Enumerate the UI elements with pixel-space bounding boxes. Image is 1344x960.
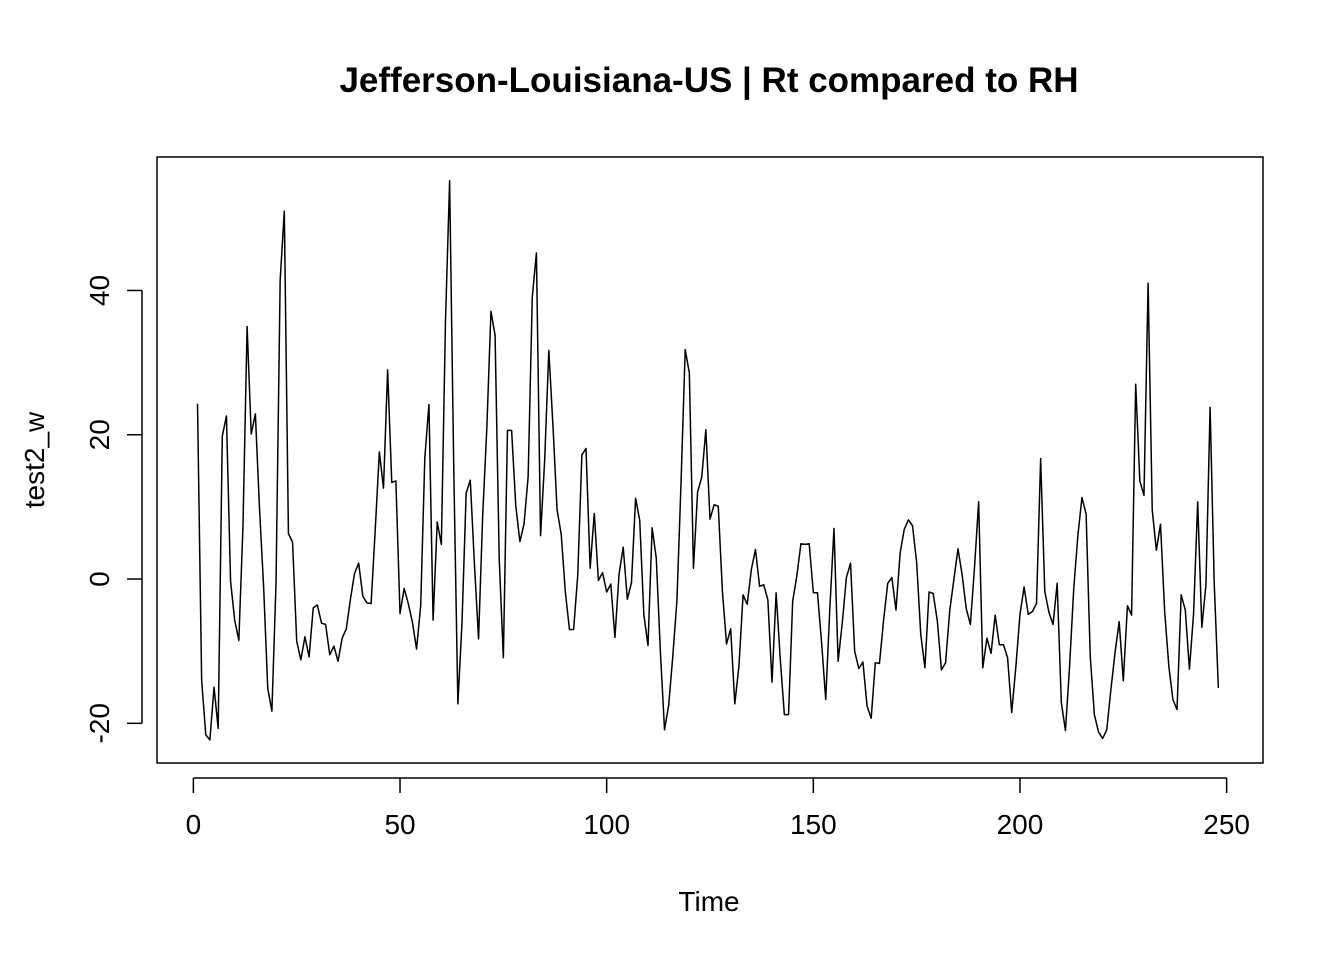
y-axis-label: test2_w (19, 411, 50, 508)
chart-title: Jefferson-Louisiana-US | Rt compared to … (339, 61, 1078, 100)
y-tick-label: 0 (84, 571, 115, 587)
series-line (196, 180, 1220, 741)
x-tick-label: 200 (997, 809, 1044, 840)
x-axis-label: Time (678, 886, 739, 917)
y-tick-label: 20 (84, 419, 115, 450)
x-tick-label: 50 (384, 809, 415, 840)
x-axis: 0 50 100 150 200 250 (186, 777, 1250, 840)
x-tick-label: 150 (790, 809, 837, 840)
y-tick-label: -20 (84, 703, 115, 743)
data-series (196, 180, 1220, 741)
plot-frame (156, 156, 1264, 764)
x-tick-label: 100 (583, 809, 630, 840)
y-tick-label: 40 (84, 275, 115, 306)
x-tick-label: 250 (1203, 809, 1250, 840)
y-axis: -20 0 20 40 (84, 275, 143, 744)
x-tick-label: 0 (186, 809, 202, 840)
